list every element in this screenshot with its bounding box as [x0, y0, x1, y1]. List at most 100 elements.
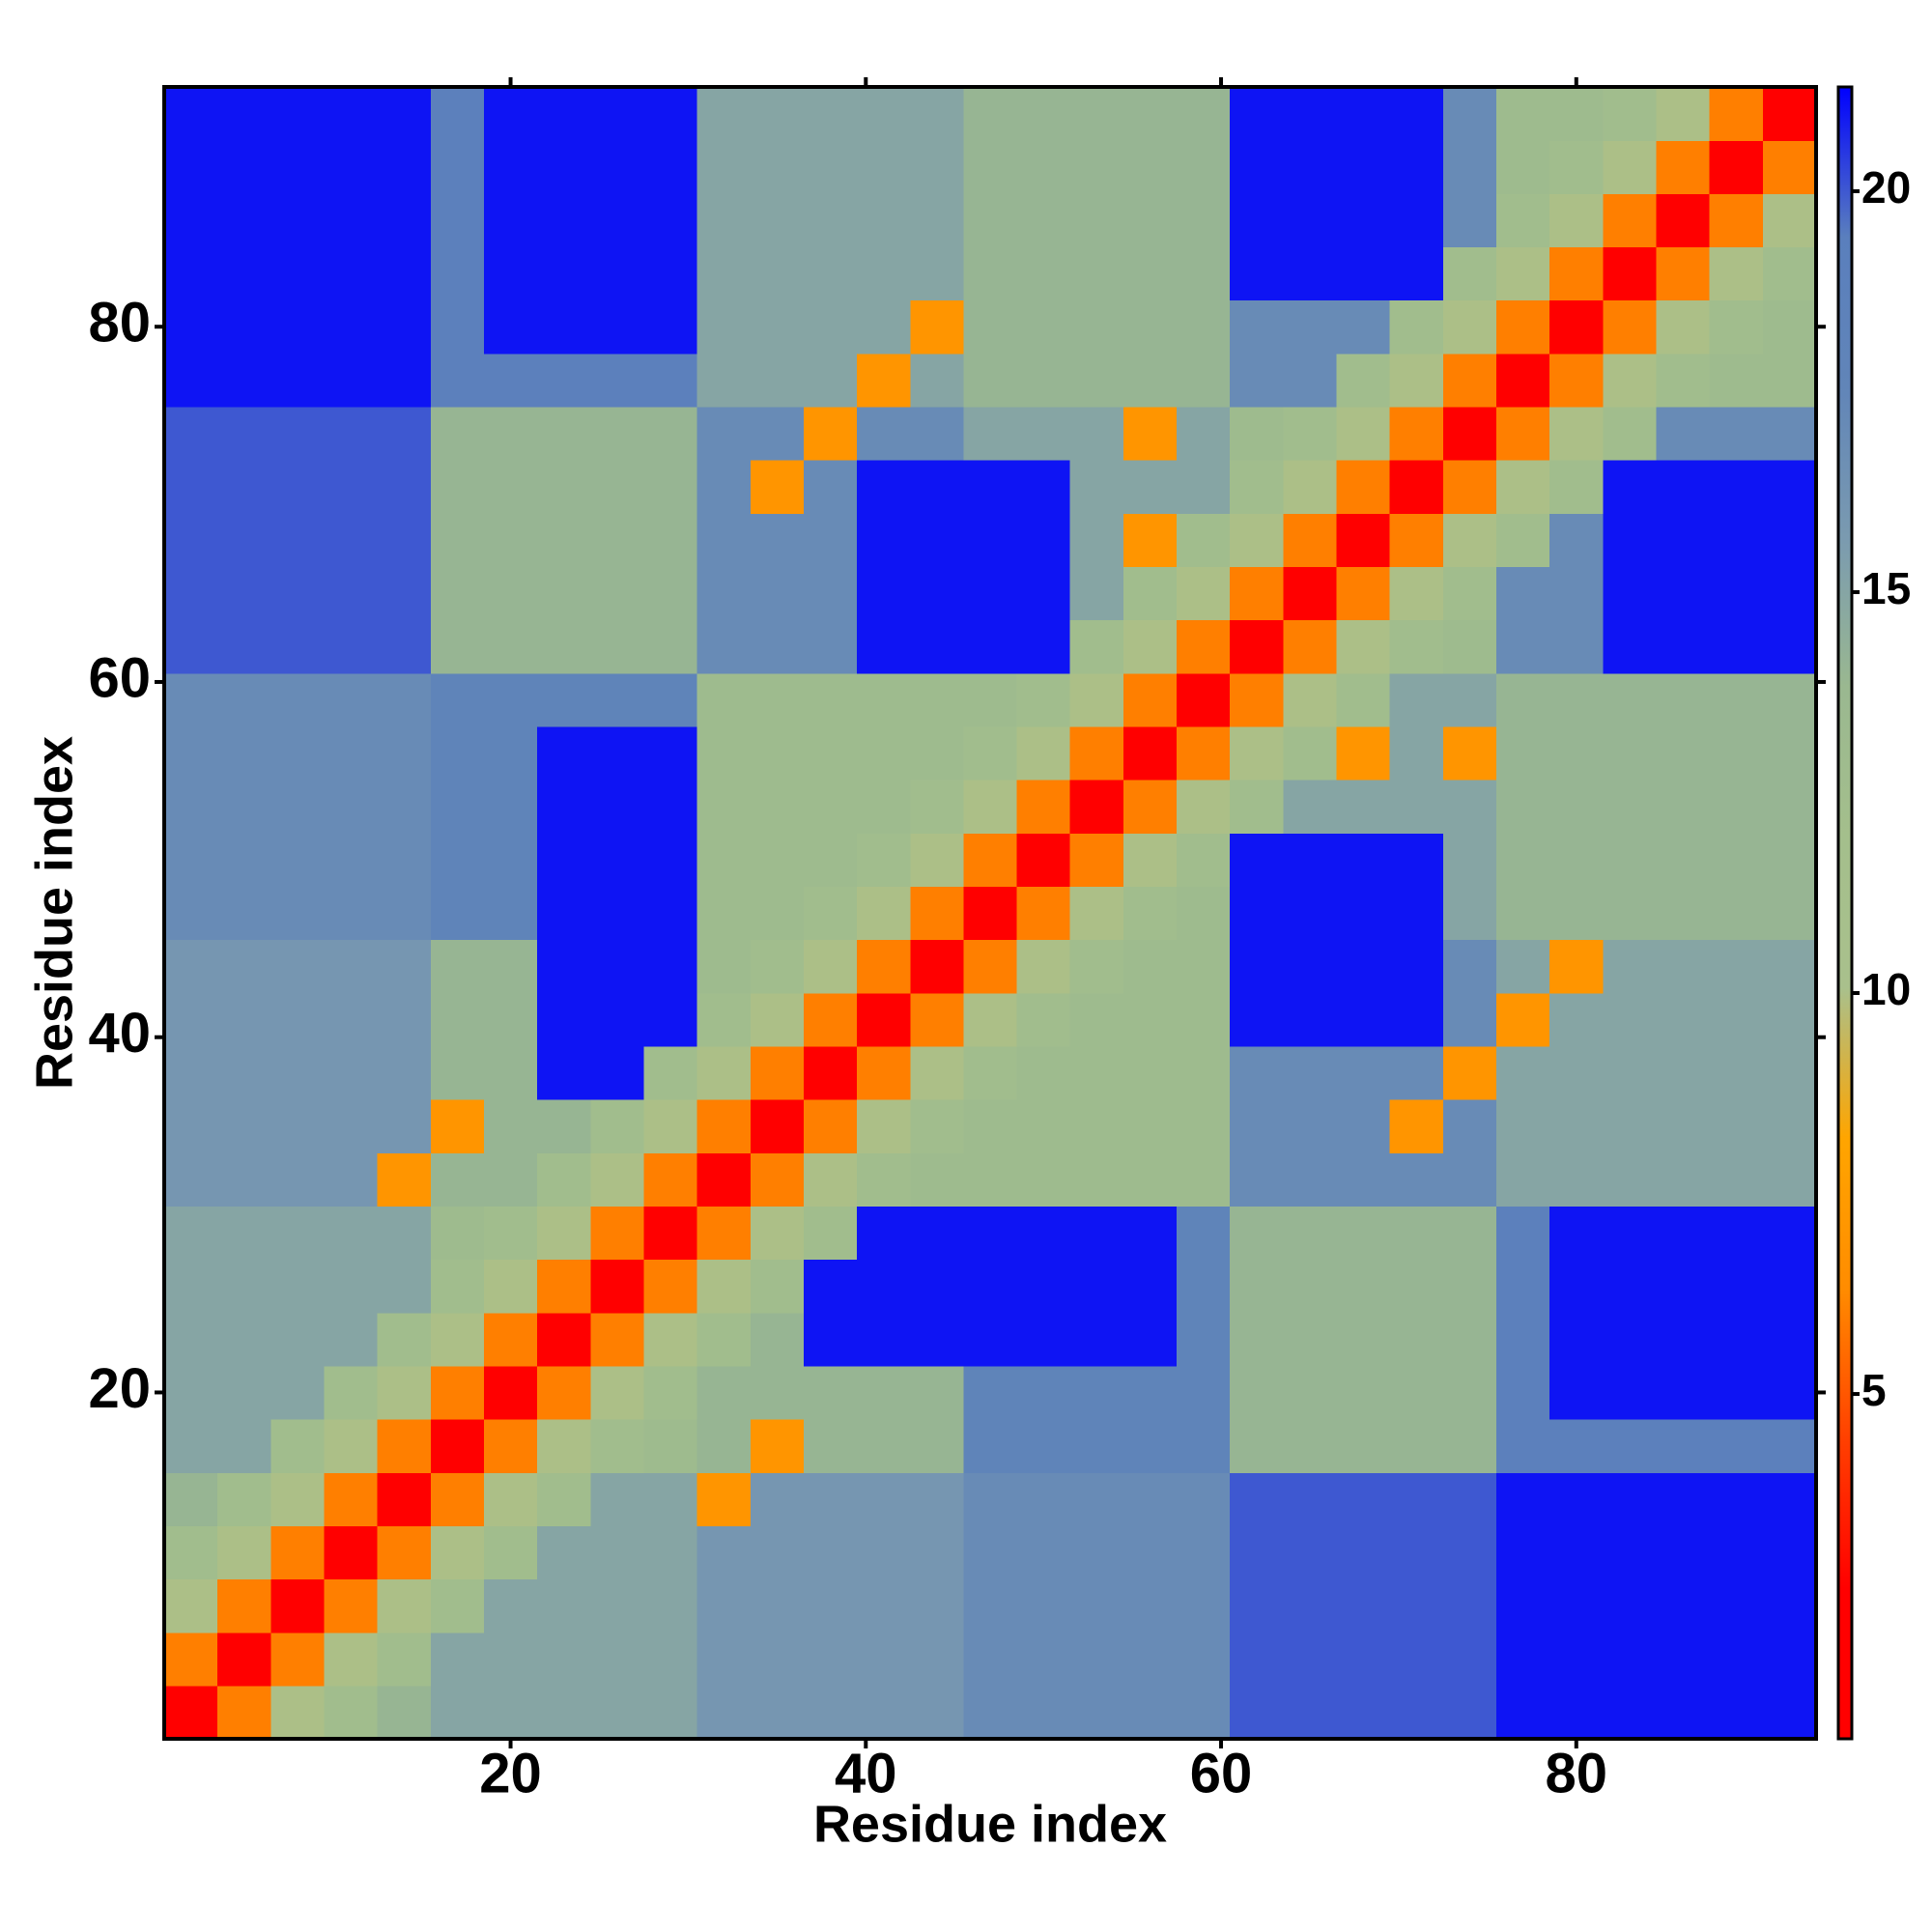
heatmap-cell	[1762, 193, 1817, 248]
heatmap-cell	[164, 886, 218, 941]
heatmap-cell	[1549, 406, 1604, 461]
heatmap-cell	[1230, 1472, 1284, 1526]
heatmap-cell	[1762, 886, 1817, 941]
heatmap-cell	[1762, 619, 1817, 674]
heatmap-cell	[1442, 1685, 1497, 1740]
heatmap-cell	[377, 672, 432, 727]
heatmap-cell	[1069, 1365, 1124, 1420]
heatmap-cell	[1709, 1419, 1764, 1473]
heatmap-cell	[1230, 1206, 1284, 1261]
heatmap-cell	[164, 1632, 218, 1687]
heatmap-cell	[1549, 725, 1604, 781]
heatmap-cell	[1283, 992, 1338, 1047]
heatmap-cell	[857, 1312, 911, 1367]
heatmap-cell	[1122, 406, 1178, 461]
heatmap-cell	[1709, 1365, 1764, 1420]
heatmap-cell	[803, 140, 858, 194]
heatmap-cell	[217, 1152, 271, 1207]
heatmap-cell	[217, 672, 271, 727]
heatmap-cell	[1656, 1472, 1711, 1526]
heatmap-cell	[1389, 939, 1444, 994]
heatmap-cell	[1496, 886, 1550, 941]
heatmap-cell	[1230, 619, 1284, 674]
heatmap-cell	[324, 406, 379, 461]
heatmap-cell	[270, 1206, 326, 1261]
heatmap-cell	[1656, 780, 1711, 834]
heatmap-cell	[1762, 1685, 1817, 1740]
heatmap-cell	[1336, 780, 1391, 834]
heatmap-cell	[217, 1578, 271, 1634]
heatmap-cell	[696, 1578, 752, 1634]
heatmap-cell	[1656, 1525, 1711, 1580]
heatmap-cell	[1069, 193, 1124, 248]
heatmap-cell	[164, 1152, 218, 1207]
heatmap-cell	[1069, 1472, 1124, 1526]
heatmap-cell	[1230, 1578, 1284, 1634]
heatmap-cell	[164, 619, 218, 674]
heatmap-cell	[910, 1206, 965, 1261]
heatmap-cell	[857, 619, 911, 674]
heatmap-cell	[270, 1419, 326, 1473]
heatmap-cell	[537, 1099, 591, 1153]
heatmap-cell	[803, 1685, 858, 1740]
heatmap-cell	[217, 1472, 271, 1526]
heatmap-cell	[1389, 513, 1444, 568]
heatmap-cell	[1656, 1259, 1711, 1314]
heatmap-cell	[696, 1472, 752, 1526]
heatmap-cell	[1230, 833, 1284, 888]
heatmap-cell	[590, 140, 645, 194]
heatmap-cell	[377, 246, 432, 301]
heatmap-cell	[1709, 1206, 1764, 1261]
heatmap-cell	[750, 1685, 805, 1740]
heatmap-cell	[377, 87, 432, 141]
heatmap-cell	[324, 140, 379, 194]
heatmap-cell	[1230, 513, 1284, 568]
heatmap-cell	[537, 1525, 591, 1580]
heatmap-cell	[963, 1312, 1018, 1367]
heatmap-cell	[483, 193, 538, 248]
heatmap-cell	[1389, 1045, 1444, 1100]
heatmap-cell	[1442, 1472, 1497, 1526]
heatmap-cell	[590, 566, 645, 621]
heatmap-cell	[483, 1632, 538, 1687]
heatmap-cell	[1069, 1578, 1124, 1634]
heatmap-cell	[430, 1632, 485, 1687]
heatmap-cell	[643, 1472, 698, 1526]
heatmap-cell	[803, 619, 858, 674]
heatmap-cell	[963, 1578, 1018, 1634]
heatmap-cell	[217, 246, 271, 301]
heatmap-cell	[217, 1206, 271, 1261]
heatmap-cell	[590, 1525, 645, 1580]
heatmap-cell	[537, 992, 591, 1047]
heatmap-cell	[1709, 406, 1764, 461]
heatmap-cell	[590, 460, 645, 514]
heatmap-cell	[1016, 1312, 1071, 1367]
heatmap-cell	[1177, 1099, 1231, 1153]
heatmap-cell	[1016, 1472, 1071, 1526]
heatmap-cell	[643, 193, 698, 248]
heatmap-cell	[1336, 353, 1391, 408]
heatmap-cell	[483, 1365, 538, 1420]
y-axis-title: Residue index	[25, 736, 83, 1090]
heatmap-cell	[857, 1525, 911, 1580]
heatmap-cell	[430, 513, 485, 568]
heatmap-cell	[270, 939, 326, 994]
heatmap-cell	[1389, 460, 1444, 514]
heatmap-cell	[1549, 1152, 1604, 1207]
heatmap-cell	[164, 1206, 218, 1261]
heatmap-cell	[643, 566, 698, 621]
heatmap-cell	[1603, 193, 1658, 248]
heatmap-cell	[1230, 299, 1284, 355]
heatmap-cell	[1122, 1632, 1178, 1687]
heatmap-cell	[483, 87, 538, 141]
heatmap-cell	[643, 1045, 698, 1100]
heatmap-cell	[857, 299, 911, 355]
heatmap-cell	[1389, 1472, 1444, 1526]
heatmap-cell	[1230, 1632, 1284, 1687]
heatmap-cell	[430, 992, 485, 1047]
heatmap-cell	[1762, 1472, 1817, 1526]
heatmap-cell	[377, 1206, 432, 1261]
heatmap-cell	[1177, 1525, 1231, 1580]
heatmap-cell	[1762, 246, 1817, 301]
heatmap-cell	[963, 672, 1018, 727]
